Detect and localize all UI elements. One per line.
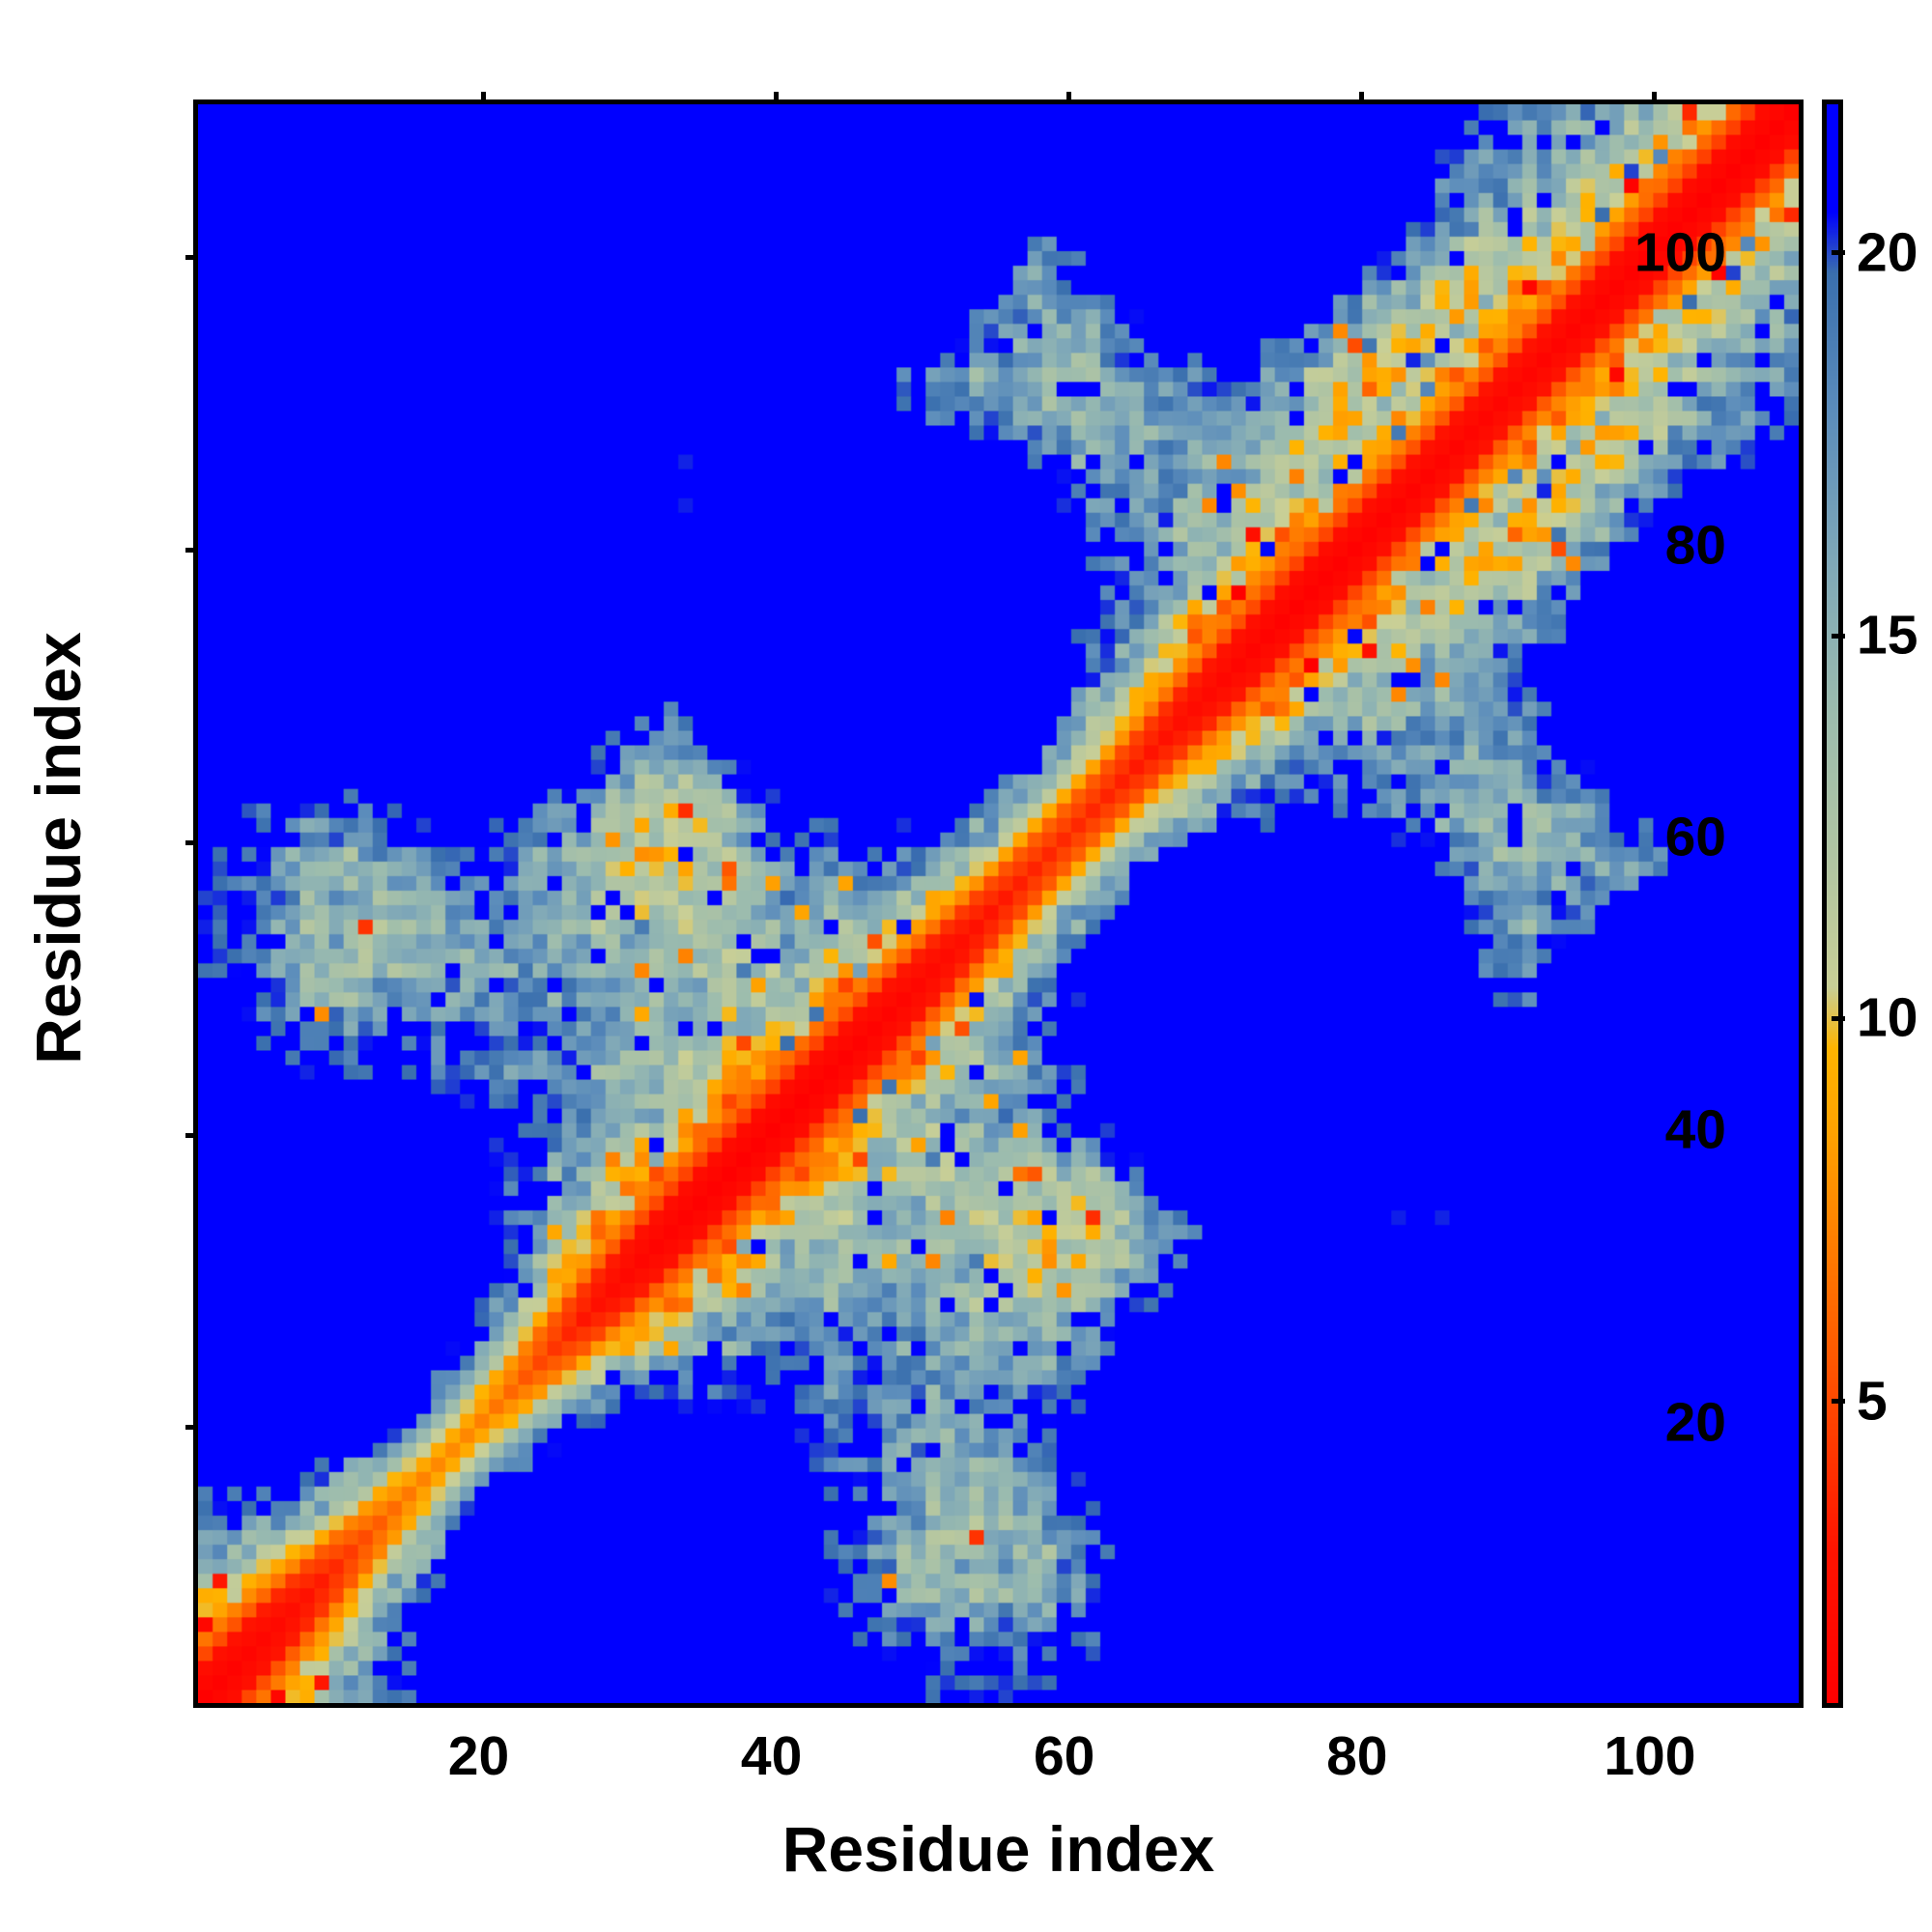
y-tick-label: 20 — [1664, 1391, 1726, 1454]
x-tick-mark — [1066, 92, 1072, 104]
y-tick-label: 80 — [1664, 514, 1726, 577]
y-tick-mark — [185, 839, 198, 845]
colorbar-tick-label: 20 — [1857, 221, 1918, 284]
x-tick-mark — [1652, 92, 1658, 104]
y-axis-title-wrapper: Residue index — [0, 0, 94, 1064]
x-tick-label: 40 — [740, 1725, 803, 1787]
x-axis-title: Residue index — [781, 1813, 1215, 1885]
x-tick-mark — [481, 92, 486, 104]
y-tick-mark — [185, 255, 198, 261]
colorbar-tick-label: 5 — [1857, 1370, 1888, 1433]
colorbar-tick-label: 15 — [1857, 604, 1918, 667]
x-tick-mark — [774, 92, 780, 104]
colorbar-tick-mark — [1832, 1399, 1845, 1405]
colorbar — [1822, 99, 1843, 1708]
y-axis-title: Residue index — [22, 632, 94, 1065]
colorbar-tick-mark — [1832, 250, 1845, 256]
distance-heatmap — [198, 104, 1799, 1703]
y-tick-label: 60 — [1664, 806, 1726, 868]
colorbar-tick-label: 10 — [1857, 986, 1918, 1049]
x-tick-label: 100 — [1604, 1725, 1696, 1787]
heatmap-axes — [185, 92, 1804, 1708]
x-tick-label: 80 — [1326, 1725, 1388, 1787]
x-tick-label: 20 — [447, 1725, 510, 1787]
y-tick-mark — [185, 1132, 198, 1138]
x-tick-mark — [1359, 92, 1365, 104]
colorbar-tick-mark — [1832, 1015, 1845, 1021]
colorbar-gradient — [1827, 104, 1838, 1703]
y-tick-label: 40 — [1664, 1098, 1726, 1161]
y-tick-label: 100 — [1634, 221, 1726, 284]
x-tick-label: 60 — [1033, 1725, 1095, 1787]
y-tick-mark — [185, 1425, 198, 1431]
colorbar-tick-mark — [1832, 633, 1845, 639]
y-tick-mark — [185, 548, 198, 554]
